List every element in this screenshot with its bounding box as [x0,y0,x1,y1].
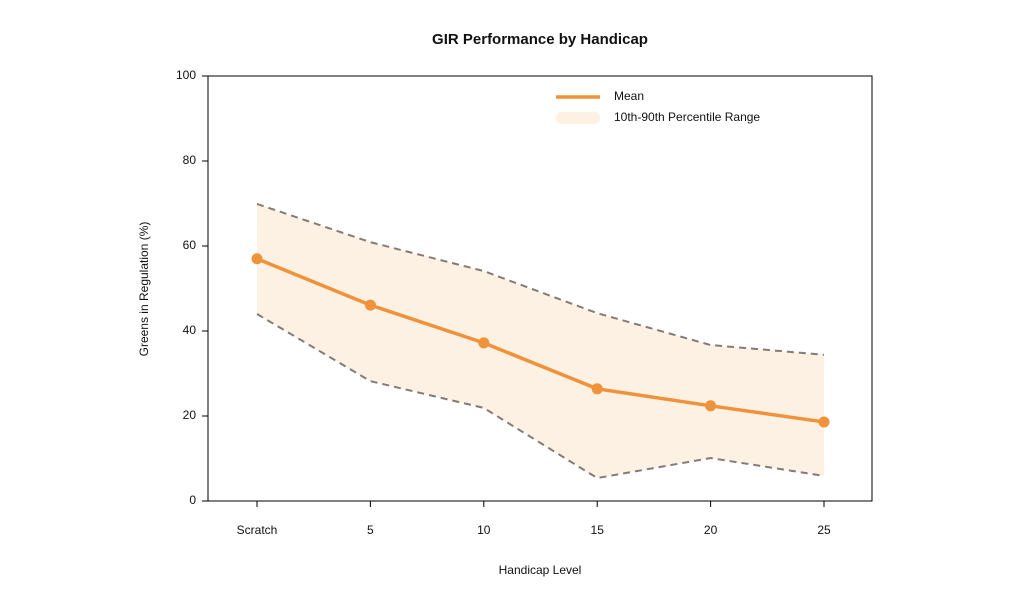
x-axis-label: Handicap Level [499,563,582,577]
x-tick-label: 25 [817,523,831,537]
chart-title: GIR Performance by Handicap [432,31,648,48]
percentile-upper-line [256,202,825,356]
x-tick-label: Scratch [237,523,278,537]
plot-frame [207,75,873,502]
legend-label: Mean [614,89,644,103]
y-tick-label: 80 [183,153,197,167]
data-point [478,337,490,349]
data-point [818,416,830,428]
series-line [256,257,825,424]
x-tick-label: 15 [591,523,605,537]
x-tick-label: 20 [704,523,718,537]
y-tick-label: 20 [183,408,197,422]
percentile-lower-line [256,313,825,480]
y-tick-label: 40 [183,323,197,337]
y-tick-label: 0 [189,493,196,507]
x-tick-label: 10 [477,523,491,537]
percentile-band [257,203,824,479]
x-tick-label: 5 [367,523,374,537]
data-point [705,400,717,412]
y-tick-label: 60 [183,238,197,252]
y-axis-label: Greens in Regulation (%) [137,222,151,357]
data-point [591,383,603,395]
y-tick-label: 100 [176,68,196,82]
legend-label: 10th-90th Percentile Range [614,110,760,124]
data-point [364,299,376,311]
data-point [251,253,263,265]
legend-swatch [556,112,600,124]
